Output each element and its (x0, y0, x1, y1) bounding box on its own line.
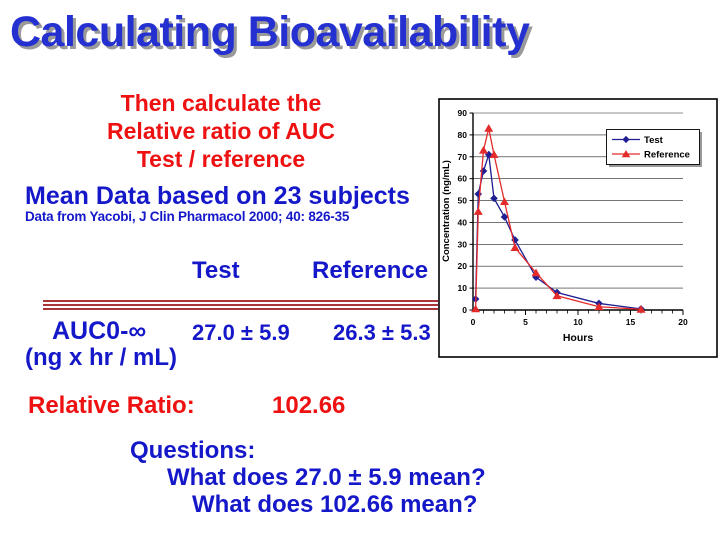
concentration-chart-svg: 0 10 20 30 40 50 60 70 80 90 0 5 10 15 20 Concentration… (438, 98, 718, 358)
auc-row-unit: (ng x hr / mL) (25, 344, 177, 371)
svg-text:10: 10 (458, 283, 468, 293)
legend-box (606, 129, 700, 165)
auc-test-value: 27.0 ± 5.9 (192, 320, 290, 345)
legend-label-reference: Reference (644, 149, 690, 160)
relative-ratio-value: 102.66 (272, 392, 346, 419)
svg-text:40: 40 (458, 217, 468, 227)
relative-ratio-label: Relative Ratio: (28, 392, 195, 419)
divider-line (43, 300, 438, 302)
svg-text:0: 0 (471, 317, 476, 327)
auc-reference-value: 26.3 ± 5.3 (333, 320, 431, 345)
svg-text:30: 30 (458, 239, 468, 249)
auc-row-label: AUC0-∞ (52, 317, 147, 345)
svg-text:50: 50 (458, 196, 468, 206)
svg-text:60: 60 (458, 174, 468, 184)
svg-text:15: 15 (626, 317, 636, 327)
svg-text:20: 20 (678, 317, 688, 327)
x-axis-title: Hours (563, 332, 593, 344)
y-axis-title: Concentration (ng/mL) (441, 160, 452, 262)
svg-text:90: 90 (458, 108, 468, 118)
question-1: What does 27.0 ± 5.9 mean? (167, 464, 486, 491)
svg-text:20: 20 (458, 261, 468, 271)
questions-label: Questions: (130, 437, 256, 464)
table-column-header-test: Test (192, 257, 240, 284)
intro-line-1: Then calculate the (120, 90, 322, 116)
subjects-heading: Mean Data based on 23 subjects (25, 182, 410, 210)
svg-text:80: 80 (458, 130, 468, 140)
intro-line-2: Relative ratio of AUC (107, 118, 335, 144)
concentration-chart: 0 10 20 30 40 50 60 70 80 90 0 5 10 15 20 Concentration… (438, 98, 718, 358)
divider-line (43, 308, 438, 310)
question-2: What does 102.66 mean? (192, 491, 478, 518)
table-column-header-reference: Reference (312, 257, 429, 284)
svg-text:0: 0 (462, 305, 467, 315)
svg-text:5: 5 (523, 317, 528, 327)
slide-title: Calculating Bioavailability (10, 8, 530, 56)
intro-text: Then calculate the Relative ratio of AUC… (60, 89, 382, 173)
divider-line (43, 304, 438, 306)
svg-text:10: 10 (573, 317, 583, 327)
legend-label-test: Test (644, 135, 664, 146)
intro-line-3: Test / reference (136, 146, 306, 172)
citation: Data from Yacobi, J Clin Pharmacol 2000;… (25, 209, 350, 224)
table-divider (43, 300, 438, 310)
svg-text:70: 70 (458, 152, 468, 162)
